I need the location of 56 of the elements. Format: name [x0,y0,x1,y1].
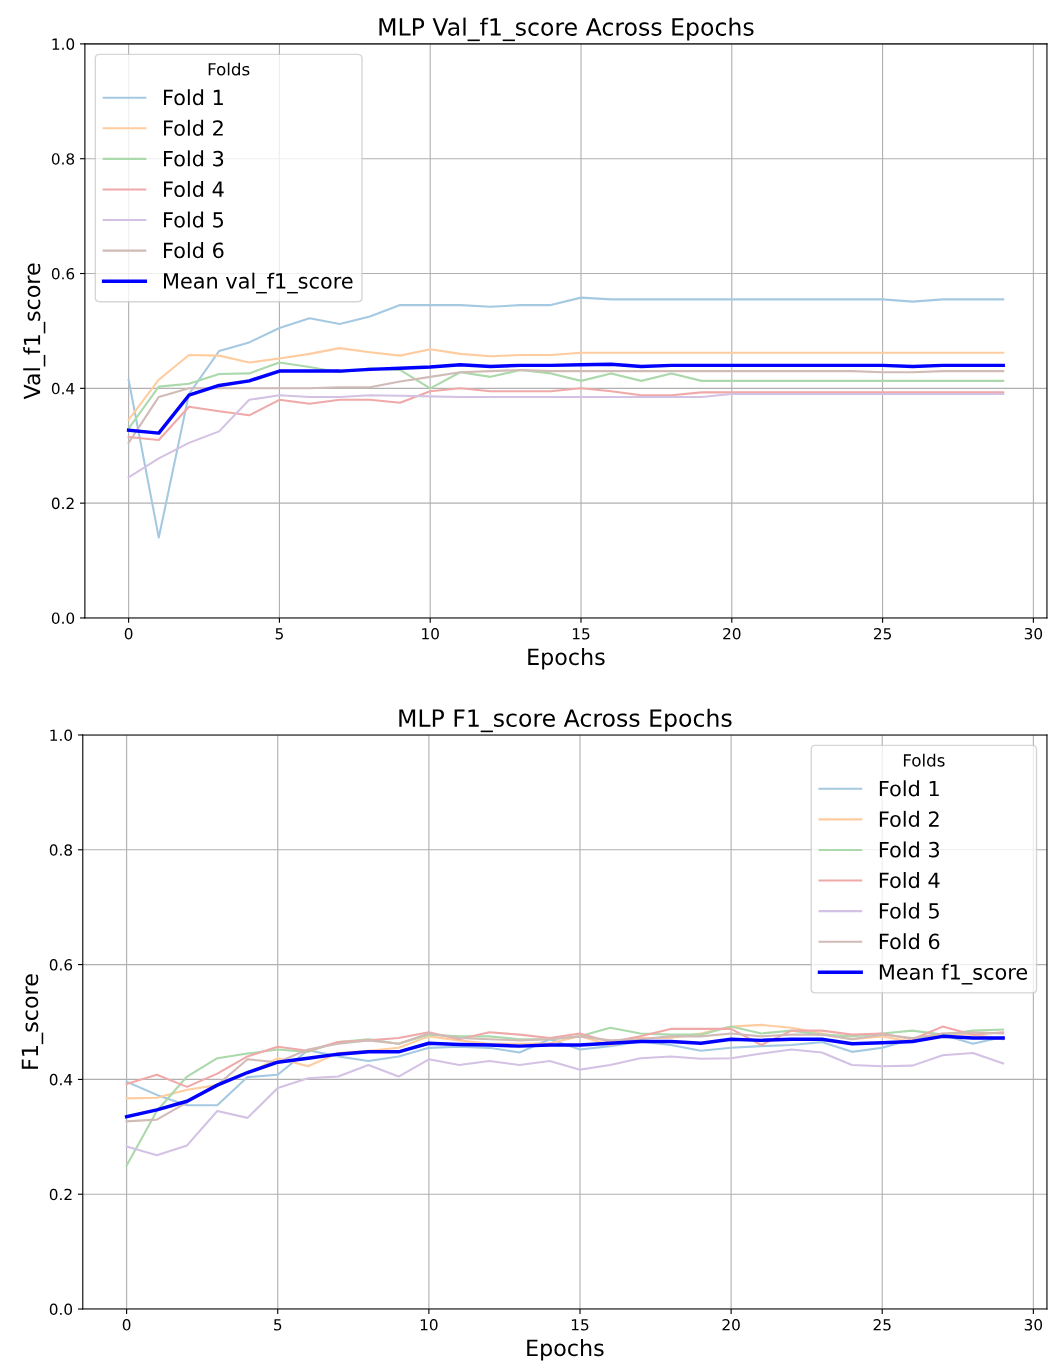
line-series [125,1025,1005,1088]
legend-label: Fold 4 [164,180,224,198]
x-axis-title: Epochs [528,648,605,670]
y-tick-label: 1.0 [50,729,73,741]
y-tick-label: 0.2 [51,497,74,510]
line-series [127,387,1005,442]
y-tick-label: 0.8 [49,844,73,856]
x-tick-label: 20 [723,627,741,640]
line-series [127,393,1005,479]
x-tick-label: 5 [274,1319,282,1331]
legend-label: Fold 4 [879,872,940,889]
y-tick-label: 0.4 [51,382,75,395]
legend-label: Fold 6 [164,242,224,259]
y-axis-title: Val_f1_score [23,263,46,400]
x-tick-label: 30 [1024,627,1043,640]
x-tick-label: 5 [275,628,283,640]
legend-label: Fold 1 [164,89,223,106]
line-series [127,368,1005,444]
legend-label: Fold 5 [879,902,939,919]
legend-title: Folds [208,62,250,76]
y-tick-label: 0.0 [49,1303,73,1316]
chart-title: MLP F1_score Across Epochs [399,708,732,733]
x-tick-label: 15 [572,628,590,640]
x-tick-label: 0 [124,627,133,640]
legend-label: Mean val_f1_score [164,272,353,294]
x-axis-title: Epochs [527,1339,604,1361]
legend-label: Fold 3 [879,841,940,858]
y-tick-label: 0.6 [51,267,75,280]
legend-label: Fold 3 [164,150,224,167]
line-series [125,1048,1005,1157]
y-tick-label: 0.6 [49,959,73,971]
y-axis-title: F1_score [21,974,44,1069]
x-tick-label: 0 [122,1319,131,1331]
legend-label: Fold 5 [164,211,224,228]
legend-label: Fold 6 [879,933,940,950]
line-series [127,347,1005,421]
y-tick-label: 0.0 [51,612,75,624]
x-tick-label: 20 [722,1319,740,1331]
x-tick-label: 15 [571,1319,589,1331]
x-tick-label: 10 [422,627,439,640]
x-tick-label: 30 [1024,1319,1043,1331]
x-tick-label: 25 [873,627,891,640]
y-tick-label: 0.2 [49,1188,72,1201]
legend-label: Fold 1 [879,780,939,797]
x-tick-label: 25 [873,1319,891,1331]
line-series [127,296,1005,539]
y-tick-label: 1.0 [52,38,75,50]
x-tick-label: 10 [420,1319,438,1331]
chart-title: MLP Val_f1_score Across Epochs [379,17,754,42]
y-tick-label: 0.8 [51,153,75,165]
y-tick-label: 0.4 [49,1073,73,1086]
legend-label: Mean f1_score [879,963,1028,985]
legend-title: Folds [903,753,945,767]
legend-label: Fold 2 [164,119,223,136]
legend-label: Fold 2 [879,810,939,827]
line-series [125,1025,1005,1167]
